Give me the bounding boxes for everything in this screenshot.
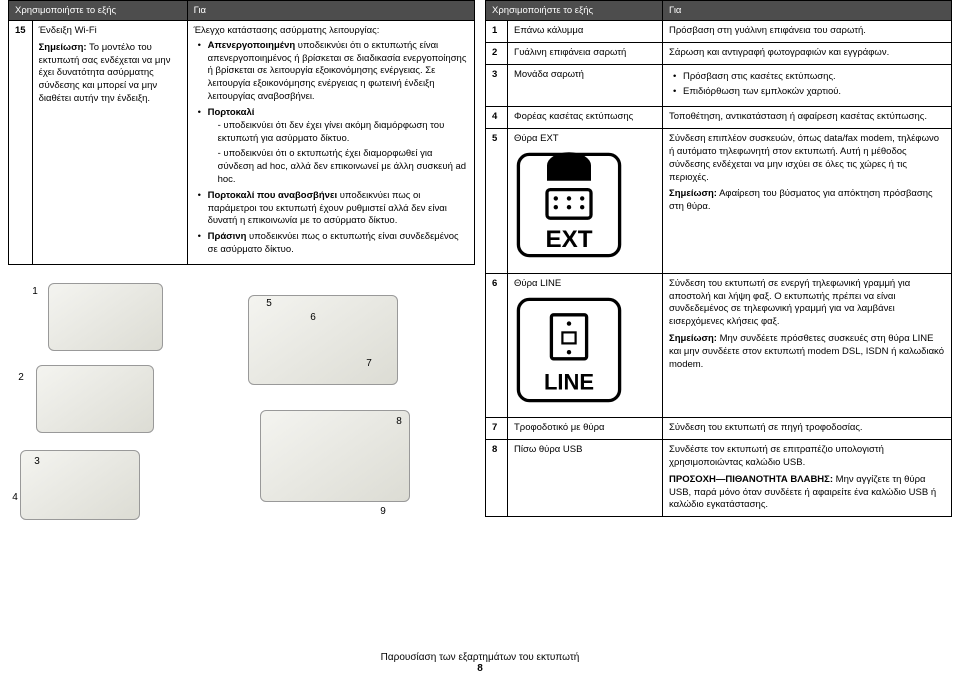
right-th2: Για xyxy=(663,1,952,21)
desc-bullets: Απενεργοποιημένη υποδεικνύει ότι ο εκτυπ… xyxy=(194,40,468,257)
callout-6: 6 xyxy=(306,311,320,325)
desc-intro: Έλεγχο κατάστασης ασύρματης λειτουργίας: xyxy=(194,25,468,38)
svg-text:EXT: EXT xyxy=(545,226,592,253)
footer-page: 8 xyxy=(0,663,960,674)
table-row: 4 Φορέας κασέτας εκτύπωσης Τοποθέτηση, α… xyxy=(486,107,952,129)
wifi-note: Σημείωση: Το μοντέλο του εκτυπωτή σας εν… xyxy=(39,42,181,106)
callout-5: 5 xyxy=(262,297,276,311)
left-row-item: Ένδειξη Wi-Fi Σημείωση: Το μοντέλο του ε… xyxy=(32,21,187,265)
callout-3: 3 xyxy=(30,455,44,469)
left-row-desc: Έλεγχο κατάστασης ασύρματης λειτουργίας:… xyxy=(187,21,474,265)
printer-diagram: 1 2 3 4 5 6 7 8 9 xyxy=(8,275,475,535)
printer-view-back-2 xyxy=(260,410,410,502)
printer-view-1 xyxy=(48,283,163,351)
table-row: 7 Τροφοδοτικό με θύρα Σύνδεση του εκτυπω… xyxy=(486,418,952,440)
table-row: 6 Θύρα LINE LINE Σύνδεση του εκτυπωτή σε… xyxy=(486,273,952,418)
table-row: 2 Γυάλινη επιφάνεια σαρωτή Σάρωση και αν… xyxy=(486,42,952,64)
callout-9: 9 xyxy=(376,505,390,519)
b3: Πορτοκαλί που αναβοσβήνει υποδεικνύει πω… xyxy=(198,190,468,228)
table-row: 5 Θύρα EXT EXT Σύνδεση επιπλέον συσκευών… xyxy=(486,129,952,274)
right-column: Χρησιμοποιήστε το εξής Για 1 Επάνω κάλυμ… xyxy=(485,0,952,646)
callout-4: 4 xyxy=(8,491,22,505)
left-column: Χρησιμοποιήστε το εξής Για 15 Ένδειξη Wi… xyxy=(8,0,475,646)
note-label: Σημείωση: xyxy=(39,42,87,53)
printer-view-2 xyxy=(36,365,154,433)
table-row: 1 Επάνω κάλυμμα Πρόσβαση στη γυάλινη επι… xyxy=(486,21,952,43)
page-footer: Παρουσίαση των εξαρτημάτων του εκτυπωτή … xyxy=(0,646,960,678)
table-row: 8 Πίσω θύρα USB Συνδέστε τον εκτυπωτή σε… xyxy=(486,440,952,517)
right-table: Χρησιμοποιήστε το εξής Για 1 Επάνω κάλυμ… xyxy=(485,0,952,517)
line-port-icon: LINE xyxy=(514,295,624,405)
left-th2: Για xyxy=(187,1,474,21)
ext-port-icon: EXT xyxy=(514,150,624,260)
callout-7: 7 xyxy=(362,357,376,371)
b4: Πράσινη υποδεικνύει πως ο εκτυπωτής είνα… xyxy=(198,231,468,257)
callout-8: 8 xyxy=(392,415,406,429)
callout-1: 1 xyxy=(28,285,42,299)
footer-title: Παρουσίαση των εξαρτημάτων του εκτυπωτή xyxy=(0,652,960,663)
wifi-title: Ένδειξη Wi-Fi xyxy=(39,25,181,38)
left-row-num: 15 xyxy=(9,21,33,265)
svg-text:LINE: LINE xyxy=(544,369,594,394)
b2: Πορτοκαλί - υποδεικνύει ότι δεν έχει γίν… xyxy=(198,107,468,187)
left-th1: Χρησιμοποιήστε το εξής xyxy=(9,1,188,21)
table-row: 3 Μονάδα σαρωτή Πρόσβαση στις κασέτες εκ… xyxy=(486,64,952,107)
right-th1: Χρησιμοποιήστε το εξής xyxy=(486,1,663,21)
callout-2: 2 xyxy=(14,371,28,385)
left-table: Χρησιμοποιήστε το εξής Για 15 Ένδειξη Wi… xyxy=(8,0,475,265)
b1: Απενεργοποιημένη υποδεικνύει ότι ο εκτυπ… xyxy=(198,40,468,104)
